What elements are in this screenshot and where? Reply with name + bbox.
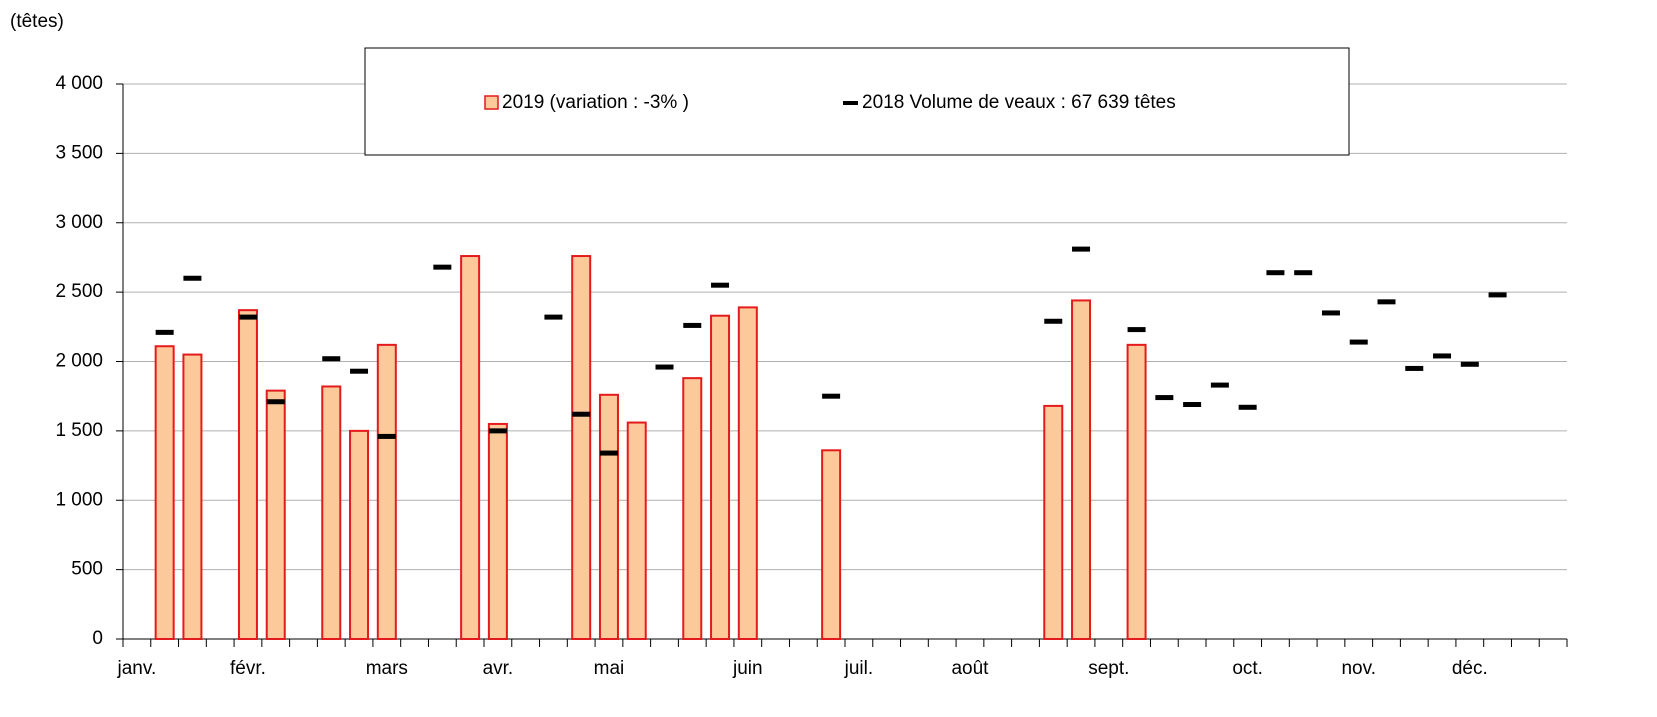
bar <box>1071 299 1092 640</box>
y-tick-label: 2 500 <box>55 281 103 302</box>
x-tick-label: sept. <box>1088 658 1129 679</box>
x-tick-label: avr. <box>483 658 514 679</box>
x-tick-label: mars <box>366 658 408 679</box>
legend-swatch <box>484 95 499 110</box>
marker <box>1294 270 1313 276</box>
marker <box>322 356 341 362</box>
y-tick-label: 1 000 <box>55 489 103 510</box>
marker <box>350 368 369 374</box>
marker <box>544 314 563 320</box>
y-tick-label: 1 500 <box>55 420 103 441</box>
marker <box>377 433 396 439</box>
legend-swatch <box>843 101 858 105</box>
bar <box>598 393 619 640</box>
y-tick-label: 4 000 <box>55 73 103 94</box>
bar <box>154 345 175 640</box>
marker <box>711 282 730 288</box>
marker <box>1321 310 1340 316</box>
x-tick-label: janv. <box>117 658 157 679</box>
y-axis-label: (têtes) <box>10 11 64 32</box>
marker <box>599 450 618 456</box>
marker <box>266 399 285 405</box>
marker <box>1349 339 1368 345</box>
bar <box>626 421 647 640</box>
y-tick-label: 0 <box>92 628 103 649</box>
bar <box>237 309 258 640</box>
y-tick-label: 2 000 <box>55 351 103 372</box>
bar <box>1043 404 1064 640</box>
y-tick-label: 500 <box>71 559 103 580</box>
bar <box>487 422 508 640</box>
marker <box>1433 353 1452 359</box>
bar <box>349 429 370 640</box>
bar <box>821 449 842 640</box>
x-tick-label: mai <box>594 658 625 679</box>
x-tick-label: déc. <box>1452 658 1488 679</box>
marker <box>1460 361 1479 367</box>
x-tick-label: août <box>951 658 989 679</box>
marker <box>1044 318 1063 324</box>
x-tick-label: nov. <box>1341 658 1376 679</box>
marker <box>1183 402 1202 408</box>
legend-label: 2019 (variation : -3% ) <box>502 92 689 113</box>
marker <box>488 428 507 434</box>
marker <box>1488 292 1507 298</box>
bar <box>321 385 342 640</box>
marker <box>155 329 174 335</box>
marker <box>1405 365 1424 371</box>
bar <box>182 353 203 640</box>
marker <box>683 322 702 328</box>
x-tick-label: juil. <box>844 658 874 679</box>
bar <box>682 377 703 640</box>
marker <box>238 314 257 320</box>
marker <box>1072 246 1091 252</box>
bar <box>710 314 731 640</box>
bar <box>460 255 481 640</box>
marker <box>1238 404 1257 410</box>
marker <box>183 275 202 281</box>
marker <box>572 411 591 417</box>
bar <box>376 343 397 640</box>
bar <box>265 389 286 641</box>
y-tick-label: 3 000 <box>55 212 103 233</box>
x-tick-label: juin <box>732 658 763 679</box>
marker <box>1210 382 1229 388</box>
bar <box>571 255 592 640</box>
marker <box>1377 299 1396 305</box>
x-tick-label: févr. <box>230 658 266 679</box>
marker <box>1266 270 1285 276</box>
marker <box>1155 395 1174 401</box>
legend-label: 2018 Volume de veaux : 67 639 têtes <box>862 92 1176 113</box>
bar <box>737 306 758 640</box>
marker <box>822 393 841 399</box>
marker <box>433 264 452 270</box>
y-tick-label: 3 500 <box>55 142 103 163</box>
x-tick-label: oct. <box>1232 658 1263 679</box>
marker <box>1127 327 1146 333</box>
bar <box>1126 343 1147 640</box>
marker <box>655 364 674 370</box>
